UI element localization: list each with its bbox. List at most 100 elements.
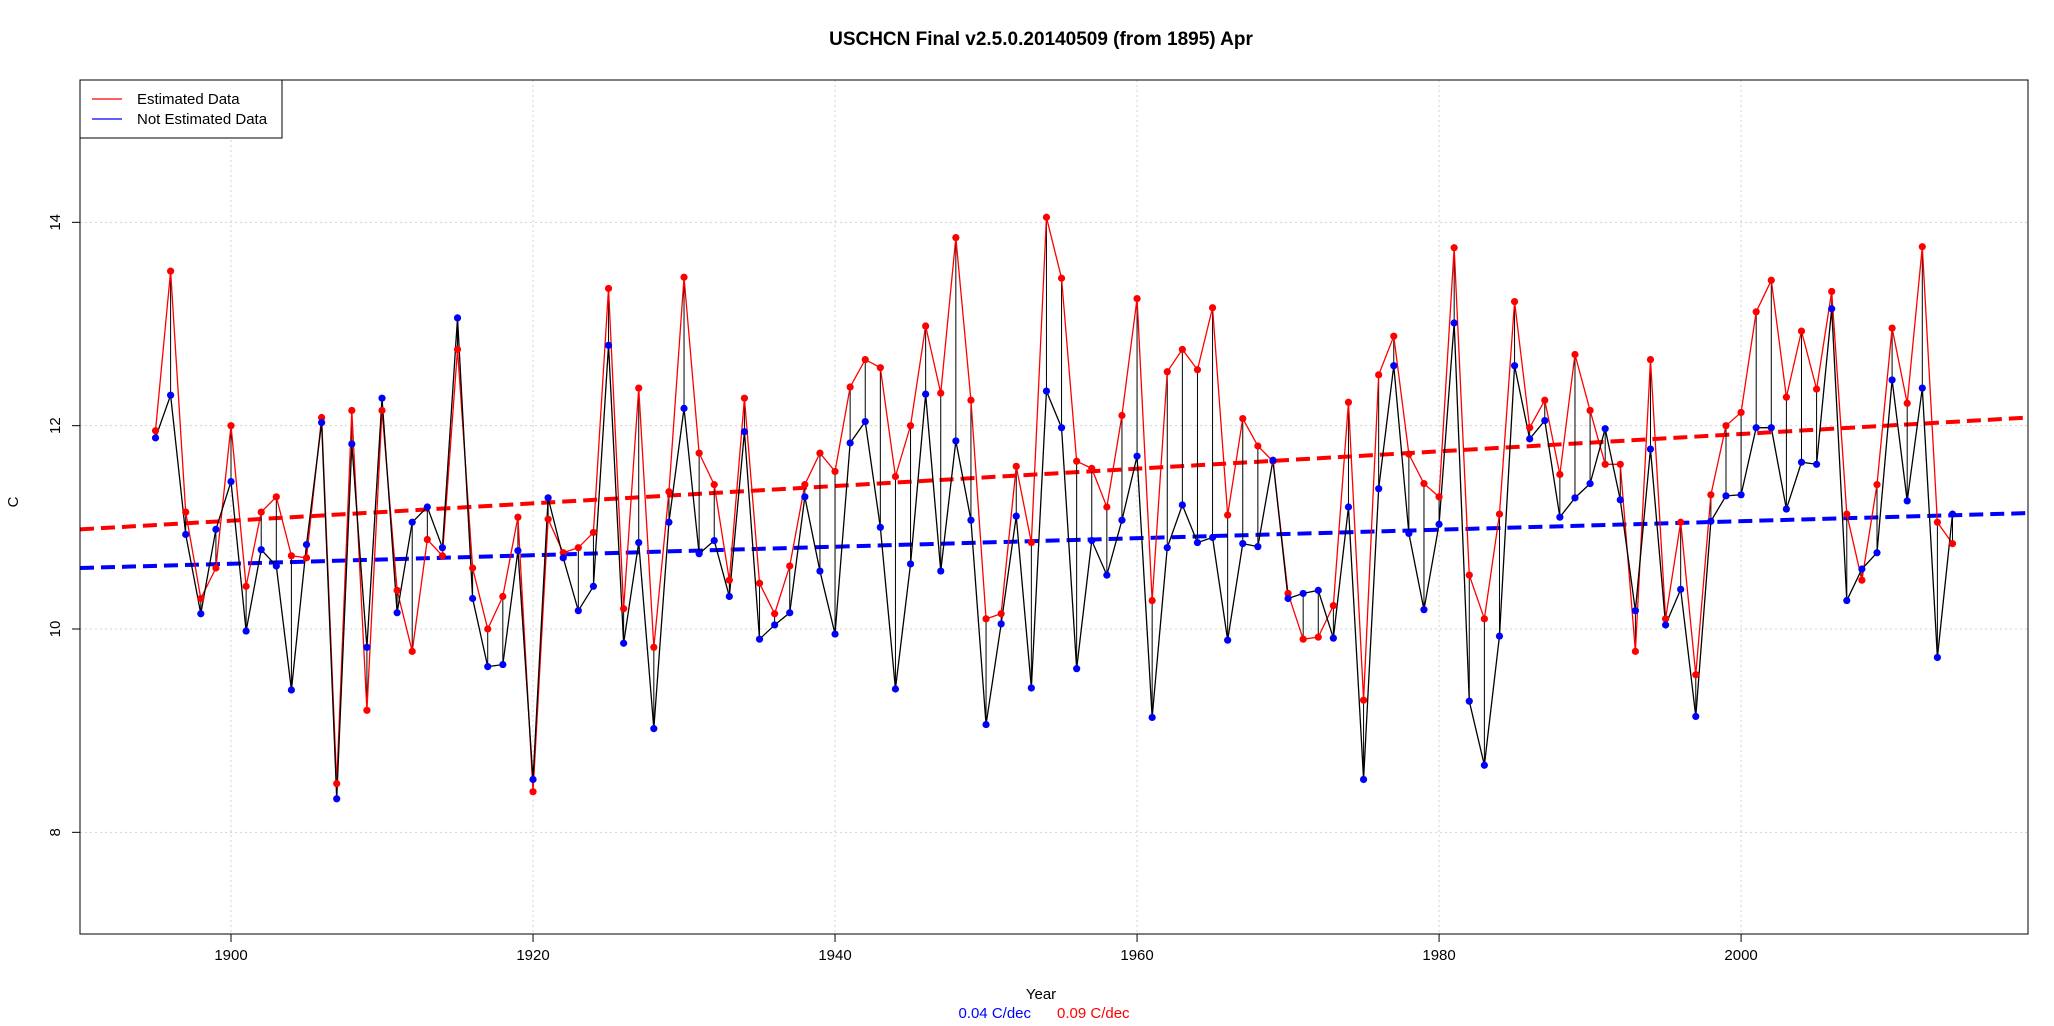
point-not-estimated-2013	[1933, 653, 1941, 662]
point-not-estimated-1994	[1646, 445, 1655, 453]
point-not-estimated-1940	[831, 630, 839, 638]
point-not-estimated-1913	[423, 503, 431, 511]
point-not-estimated-1927	[635, 538, 643, 547]
point-not-estimated-1899	[212, 525, 220, 533]
x-tick-label-2000: 2000	[1724, 947, 1757, 964]
point-estimated-1927	[635, 384, 643, 392]
point-estimated-1958	[1103, 503, 1111, 511]
point-estimated-2005	[1812, 385, 1821, 393]
point-estimated-1956	[1073, 457, 1081, 465]
point-estimated-1908	[348, 406, 356, 415]
x-tick-label-1940: 1940	[818, 947, 851, 964]
point-estimated-1974	[1344, 398, 1353, 406]
series-line-estimated	[154, 217, 1954, 792]
x-tick-label-1900: 1900	[214, 947, 247, 964]
point-estimated-1960	[1133, 294, 1141, 303]
point-estimated-2011	[1903, 399, 1911, 407]
point-not-estimated-1950	[982, 720, 990, 729]
plot-frame	[79, 79, 2029, 935]
point-estimated-1991	[1601, 460, 1609, 468]
point-not-estimated-1982	[1465, 697, 1473, 705]
point-estimated-1937	[786, 562, 794, 570]
point-not-estimated-1933	[725, 592, 733, 601]
point-not-estimated-1992	[1616, 496, 1624, 504]
point-not-estimated-2012	[1918, 384, 1926, 392]
point-estimated-1899	[212, 564, 220, 572]
point-not-estimated-1911	[393, 609, 401, 617]
point-estimated-1952	[1012, 462, 1020, 470]
point-estimated-1953	[1027, 538, 1035, 547]
point-estimated-1942	[861, 355, 869, 364]
point-estimated-1939	[816, 449, 824, 457]
point-estimated-1909	[363, 706, 371, 714]
point-estimated-1990	[1586, 406, 1594, 415]
point-estimated-1922	[559, 549, 567, 557]
point-estimated-1917	[484, 625, 492, 633]
point-not-estimated-1939	[816, 567, 824, 575]
point-not-estimated-1962	[1163, 544, 1171, 552]
point-estimated-1920	[529, 788, 537, 796]
slope-label-not-estimated: 0.04 C/dec	[958, 1005, 1031, 1022]
point-estimated-1907	[333, 779, 341, 788]
point-not-estimated-1974	[1344, 503, 1353, 511]
point-not-estimated-1991	[1601, 425, 1609, 433]
point-not-estimated-1980	[1435, 520, 1443, 528]
point-not-estimated-1915	[453, 314, 462, 322]
point-not-estimated-1895	[151, 434, 160, 442]
point-estimated-1963	[1178, 345, 1186, 354]
point-not-estimated-1930	[680, 404, 688, 412]
point-not-estimated-1945	[906, 560, 915, 568]
point-estimated-1998	[1707, 491, 1715, 499]
point-not-estimated-2002	[1767, 424, 1775, 432]
point-estimated-1989	[1571, 350, 1579, 359]
point-not-estimated-1941	[846, 439, 854, 447]
point-estimated-1945	[906, 422, 915, 430]
point-not-estimated-1981	[1450, 319, 1458, 327]
point-not-estimated-1934	[740, 428, 749, 436]
point-estimated-1983	[1480, 615, 1488, 623]
point-not-estimated-2011	[1903, 497, 1911, 505]
trend-line-not-estimated	[79, 511, 2029, 570]
legend-box	[79, 79, 283, 139]
point-not-estimated-1926	[620, 639, 628, 647]
point-estimated-1955	[1057, 274, 1066, 282]
point-not-estimated-1972	[1314, 586, 1322, 594]
point-estimated-1911	[393, 586, 401, 594]
point-not-estimated-1937	[786, 609, 794, 617]
point-estimated-1985	[1510, 298, 1519, 306]
point-estimated-1946	[922, 322, 930, 330]
point-not-estimated-1947	[937, 567, 945, 575]
point-not-estimated-1949	[967, 516, 975, 524]
point-estimated-1984	[1495, 510, 1504, 518]
point-estimated-2009	[1873, 481, 1881, 489]
x-tick-label-1960: 1960	[1120, 947, 1153, 964]
point-estimated-1923	[574, 544, 582, 552]
point-estimated-1977	[1390, 332, 1398, 340]
series-line-not-estimated	[154, 308, 1954, 799]
point-not-estimated-2001	[1752, 424, 1760, 432]
y-tick-label-10: 10	[47, 621, 64, 638]
point-estimated-1966	[1224, 511, 1232, 519]
point-estimated-1976	[1375, 371, 1383, 379]
point-not-estimated-1928	[650, 725, 658, 733]
point-not-estimated-1966	[1224, 636, 1232, 644]
point-estimated-1934	[740, 394, 749, 402]
point-not-estimated-1989	[1571, 494, 1579, 502]
point-estimated-1914	[438, 552, 447, 560]
point-not-estimated-1922	[559, 554, 567, 562]
point-not-estimated-1983	[1480, 761, 1488, 769]
point-not-estimated-1995	[1661, 621, 1670, 629]
point-not-estimated-1955	[1057, 424, 1066, 432]
point-not-estimated-1912	[408, 518, 416, 526]
point-not-estimated-1957	[1088, 536, 1096, 545]
point-not-estimated-1993	[1631, 607, 1639, 615]
point-estimated-2004	[1797, 327, 1806, 335]
point-estimated-2014	[1948, 540, 1957, 548]
point-not-estimated-1908	[348, 440, 356, 448]
slope-label-estimated: 0.09 C/dec	[1057, 1005, 1130, 1022]
point-estimated-1972	[1314, 633, 1322, 641]
point-not-estimated-1986	[1526, 435, 1534, 443]
point-estimated-1948	[952, 233, 960, 242]
point-not-estimated-1967	[1239, 540, 1247, 548]
point-estimated-2006	[1828, 287, 1836, 296]
